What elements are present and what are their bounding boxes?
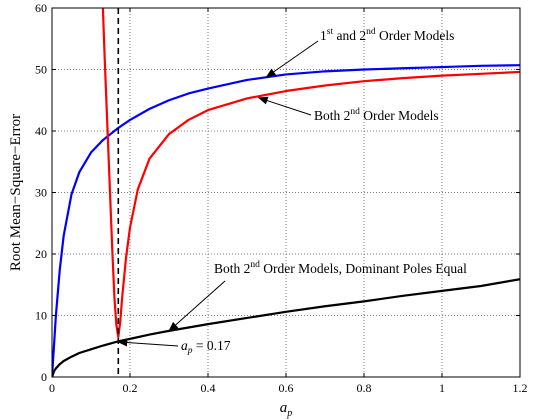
y-tick-label: 10: [35, 309, 47, 323]
annotation-text: Both 2nd Order Models: [314, 107, 439, 123]
y-axis-title: Root Mean−Square−Error: [8, 114, 24, 271]
annotation-text-part: p: [187, 346, 193, 356]
series-layer: [52, 8, 520, 377]
annotation-text-part: Order Models, Dominant Poles Equal: [260, 261, 467, 276]
x-tick-label: 1.2: [513, 381, 528, 395]
annotation-text-part: Both 2: [314, 108, 350, 123]
annotation-arrow: [168, 280, 226, 332]
y-tick-label: 20: [35, 247, 47, 261]
y-tick-label: 50: [35, 63, 47, 77]
annotation-text-part: a: [181, 338, 188, 353]
annotation-arrow: [117, 338, 179, 347]
series-line-3: [52, 278, 520, 377]
y-tick-label: 30: [35, 186, 47, 200]
y-tick-label: 0: [41, 370, 47, 384]
annotation-text: Both 2nd Order Models, Dominant Poles Eq…: [214, 260, 467, 276]
annotation-arrow: [265, 40, 319, 78]
x-tick-label: 1: [439, 381, 445, 395]
annotation-both-second-order: Both 2nd Order Models: [257, 96, 439, 123]
annotation-text-part: and 2: [333, 28, 366, 43]
x-tick-label: 0.2: [123, 381, 138, 395]
annotation-text-part: Order Models: [376, 28, 455, 43]
annotation-text-part: Order Models: [360, 108, 439, 123]
y-tick-label: 40: [35, 124, 47, 138]
y-tick-label: 60: [35, 1, 47, 15]
x-axis-title-subscript: p: [286, 408, 292, 419]
annotation-text: 1st and 2nd Order Models: [320, 27, 454, 43]
annotation-dominant-poles-equal: Both 2nd Order Models, Dominant Poles Eq…: [168, 260, 467, 332]
series-line-2: [101, 8, 520, 339]
grid-lines: [52, 8, 520, 377]
annotation-text-part: nd: [350, 107, 360, 117]
annotation-ap-value: ap = 0.17: [117, 338, 231, 356]
axis-ticks: 0 0.2 0.4 0.6 0.8 1 1.2 0 10 20 30 40 50 60: [35, 1, 528, 395]
x-tick-label: 0.6: [279, 381, 294, 395]
annotation-arrow: [257, 96, 312, 116]
x-tick-label: 0.4: [201, 381, 216, 395]
series-line-1: [52, 64, 520, 377]
x-axis-title: ap: [280, 400, 293, 419]
x-tick-label: 0: [49, 381, 55, 395]
x-tick-label: 0.8: [357, 381, 372, 395]
annotation-text-part: nd: [366, 27, 376, 37]
x-axis-title-main: a: [280, 400, 288, 416]
annotation-text-part: nd: [250, 260, 260, 270]
annotation-text: ap = 0.17: [181, 338, 231, 356]
annotation-first-second-order: 1st and 2nd Order Models: [265, 27, 454, 78]
annotation-text-part: Both 2: [214, 261, 250, 276]
annotation-text-part: 1: [320, 28, 327, 43]
annotation-text-part: st: [327, 27, 334, 37]
annotation-text-part: = 0.17: [193, 338, 231, 353]
